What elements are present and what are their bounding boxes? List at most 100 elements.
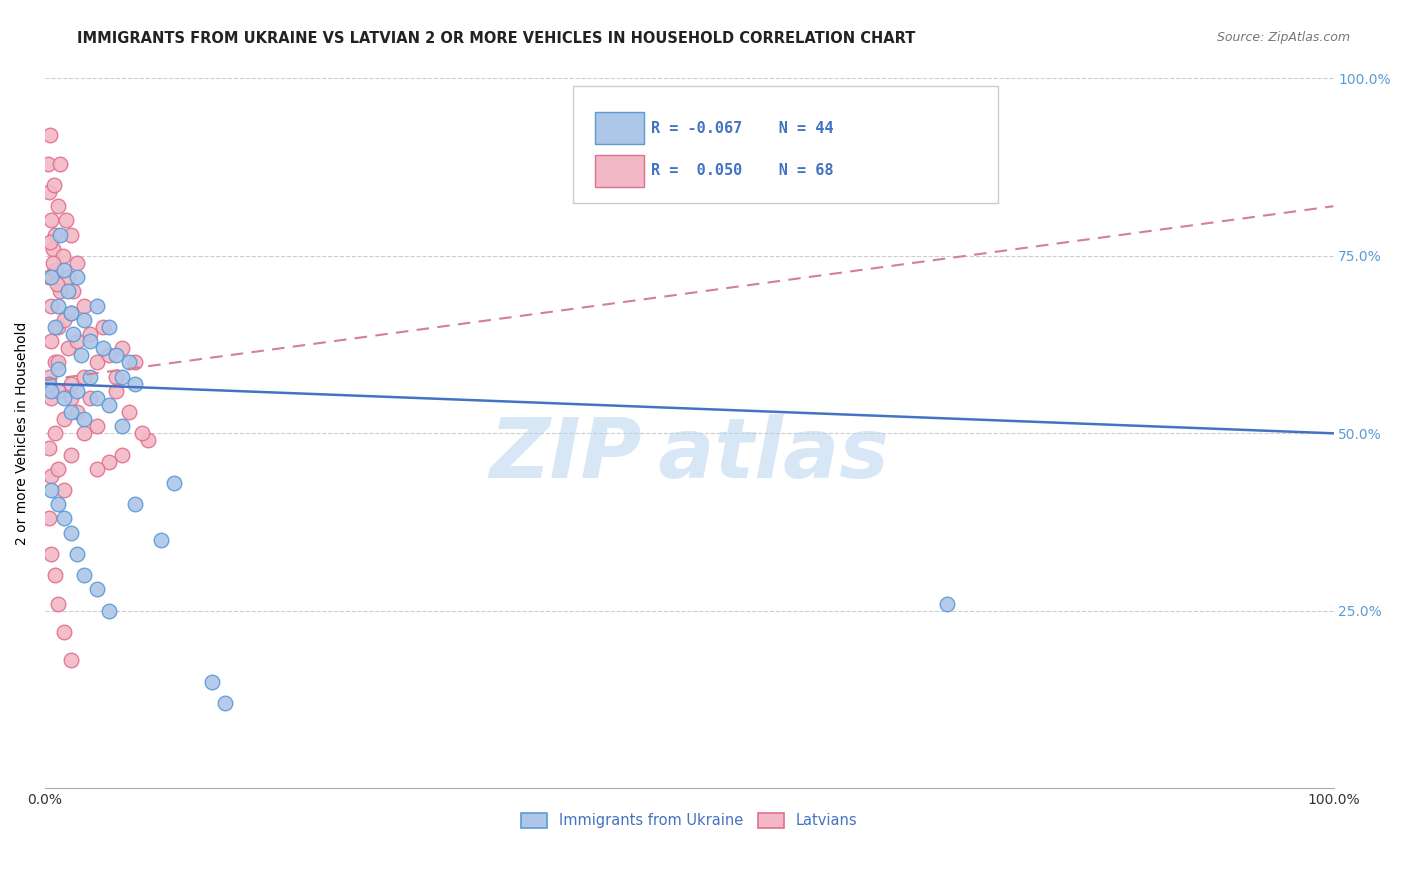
Point [53,511,76,525]
Legend: Immigrants from Ukraine, Latvians: Immigrants from Ukraine, Latvians [515,807,863,834]
Point [72,568,94,582]
Point [42,178,65,192]
Point [62,285,84,299]
Point [72,299,94,313]
Point [936,597,959,611]
Point [39,128,62,143]
Point [53,391,76,405]
Point [98,455,121,469]
Point [124,376,146,391]
Point [59,227,82,242]
Point [38,185,60,199]
Point [53,263,76,277]
Point [41,270,63,285]
Point [124,355,146,369]
Point [62,326,84,341]
Point [46,355,69,369]
Point [104,384,127,398]
Point [111,341,134,355]
Point [38,376,60,391]
Point [41,483,63,497]
Point [46,597,69,611]
Point [163,475,186,490]
Point [72,412,94,426]
Point [44,355,66,369]
FancyBboxPatch shape [595,155,644,186]
Text: Source: ZipAtlas.com: Source: ZipAtlas.com [1216,31,1350,45]
Point [79,369,101,384]
Point [41,547,63,561]
Point [124,497,146,511]
Point [201,674,224,689]
Point [59,391,82,405]
Point [46,497,69,511]
Point [79,391,101,405]
Point [41,242,63,256]
Point [59,405,82,419]
Text: ZIP atlas: ZIP atlas [489,414,889,495]
Point [59,448,82,462]
Point [149,533,172,547]
Point [49,156,72,170]
Point [86,355,108,369]
Point [66,547,89,561]
Point [53,483,76,497]
Point [49,285,72,299]
Point [131,426,153,441]
Point [46,462,69,476]
Point [111,448,134,462]
Point [46,384,69,398]
Point [91,319,114,334]
Text: R =  0.050    N = 68: R = 0.050 N = 68 [651,163,834,178]
Point [44,227,66,242]
Point [41,384,63,398]
Point [111,369,134,384]
Point [86,582,108,597]
Point [98,319,121,334]
Point [38,441,60,455]
Point [91,341,114,355]
Point [104,348,127,362]
Point [86,419,108,434]
Point [86,462,108,476]
Point [118,355,141,369]
Point [46,299,69,313]
Point [37,156,59,170]
Point [38,511,60,525]
Point [79,334,101,348]
Text: IMMIGRANTS FROM UKRAINE VS LATVIAN 2 OR MORE VEHICLES IN HOUSEHOLD CORRELATION C: IMMIGRANTS FROM UKRAINE VS LATVIAN 2 OR … [77,31,915,46]
Point [41,256,63,270]
Point [72,426,94,441]
Point [70,348,93,362]
Point [66,256,89,270]
Point [59,306,82,320]
Point [41,213,63,227]
Point [46,319,69,334]
Point [59,306,82,320]
Point [118,405,141,419]
Point [72,312,94,326]
Point [46,362,69,376]
Point [104,369,127,384]
Point [49,227,72,242]
FancyBboxPatch shape [574,86,998,202]
FancyBboxPatch shape [595,112,644,145]
Point [111,419,134,434]
Point [56,341,79,355]
Point [41,391,63,405]
Point [59,653,82,667]
Point [55,213,77,227]
Point [98,348,121,362]
Point [53,412,76,426]
Point [66,334,89,348]
Point [44,426,66,441]
Point [41,469,63,483]
Point [46,199,69,213]
Point [86,391,108,405]
Point [56,285,79,299]
Point [98,398,121,412]
Point [41,334,63,348]
Point [72,369,94,384]
Point [136,434,159,448]
Point [44,263,66,277]
